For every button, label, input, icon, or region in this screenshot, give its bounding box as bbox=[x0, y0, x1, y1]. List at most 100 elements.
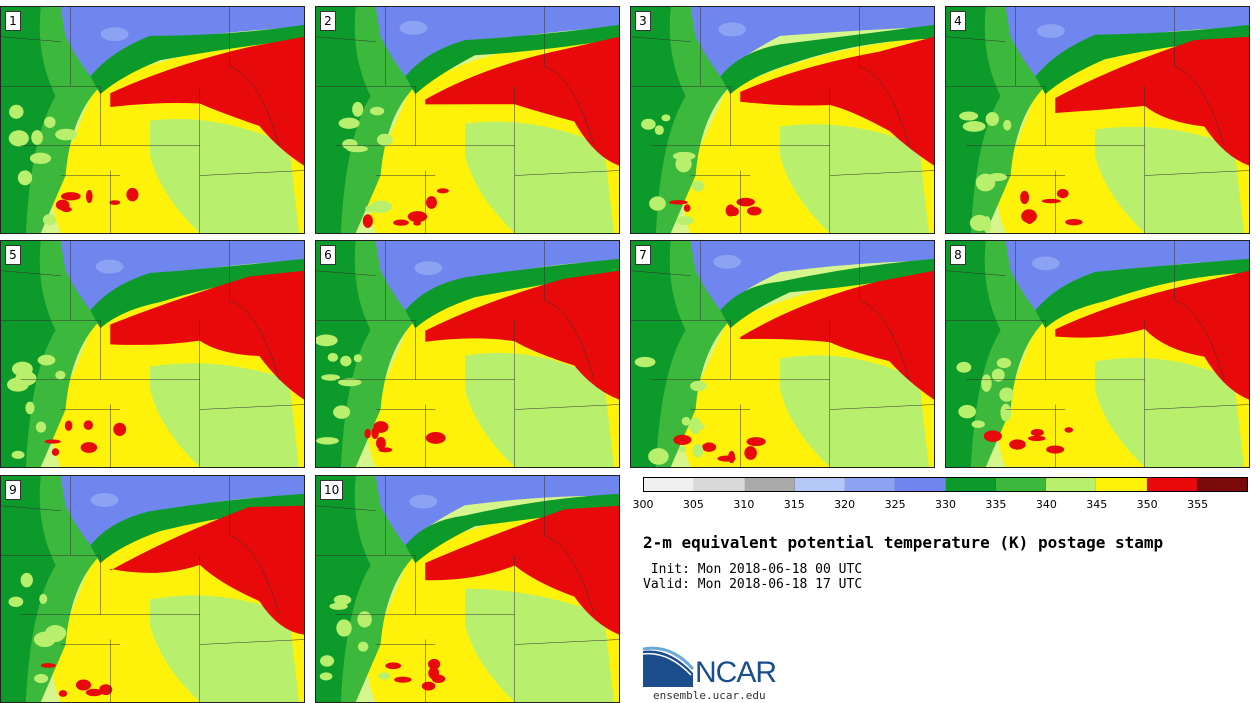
map-svg bbox=[946, 241, 1249, 467]
theta-e-340-blob bbox=[962, 121, 986, 132]
theta-e-350-blob bbox=[1009, 439, 1026, 450]
theta-e-350-blob bbox=[99, 684, 113, 696]
theta-e-350-blob bbox=[1041, 198, 1061, 204]
theta-e-325 bbox=[690, 241, 934, 311]
theta-e-340-blob bbox=[338, 117, 360, 129]
theta-e-340-blob bbox=[320, 655, 335, 667]
member-label: 7 bbox=[635, 245, 651, 265]
theta-e-325 bbox=[375, 241, 619, 311]
theta-e-350-blob bbox=[728, 206, 739, 217]
state-boundary bbox=[544, 476, 595, 615]
theta-e-340 bbox=[1095, 126, 1245, 233]
theta-e-340-blob bbox=[634, 356, 656, 368]
theta-e-350-blob bbox=[728, 450, 736, 464]
colorbar-swatch bbox=[1096, 478, 1147, 491]
theta-e-340-blob bbox=[672, 151, 696, 161]
state-boundary bbox=[229, 241, 280, 380]
ensemble-member-panel-7: 7 bbox=[630, 240, 935, 468]
colorbar-tick-label: 335 bbox=[985, 498, 1007, 511]
theta-e-350-blob bbox=[109, 200, 121, 205]
theta-e-340 bbox=[150, 119, 300, 233]
colorbar-swatch bbox=[1196, 478, 1247, 491]
theta-e-340 bbox=[780, 124, 930, 233]
theta-e-350-blob bbox=[83, 420, 93, 430]
theta-e-340-blob bbox=[991, 368, 1005, 382]
state-boundary bbox=[859, 7, 910, 146]
state-boundary bbox=[631, 36, 691, 42]
theta-e-350 bbox=[740, 36, 934, 166]
member-label: 4 bbox=[950, 11, 966, 31]
theta-e-340-blob bbox=[42, 214, 57, 226]
theta-e-340-blob bbox=[340, 355, 352, 367]
theta-e-350-blob bbox=[1021, 209, 1037, 224]
theta-e-340-blob bbox=[316, 437, 339, 445]
theta-e-340-blob bbox=[681, 416, 691, 426]
colorbar-tick-label: 325 bbox=[884, 498, 906, 511]
theta-e-340-blob bbox=[329, 602, 348, 610]
ncar-logo-text: NCAR bbox=[695, 656, 777, 689]
theta-e-325 bbox=[60, 476, 304, 546]
theta-e-340-blob bbox=[17, 170, 33, 186]
map-svg bbox=[631, 7, 934, 233]
theta-e-350-blob bbox=[51, 448, 60, 456]
colorbar-swatch bbox=[1046, 478, 1097, 491]
colorbar-swatch bbox=[694, 478, 745, 491]
figure-title: 2-m equivalent potential temperature (K)… bbox=[643, 533, 1164, 552]
theta-e-325 bbox=[60, 7, 304, 77]
theta-e-340-blob bbox=[676, 216, 695, 226]
state-boundary bbox=[199, 170, 304, 176]
member-label: 9 bbox=[5, 480, 21, 500]
theta-e-340-blob bbox=[357, 641, 369, 652]
theta-e-340-blob bbox=[31, 130, 43, 145]
map-svg bbox=[1, 241, 304, 467]
theta-e-330 bbox=[1, 241, 56, 467]
theta-e-340-blob bbox=[983, 216, 992, 233]
map-svg bbox=[946, 7, 1249, 233]
theta-e-340-blob bbox=[641, 118, 656, 130]
theta-e-340 bbox=[150, 363, 300, 467]
theta-e-350-blob bbox=[421, 681, 436, 691]
theta-e-340-blob bbox=[981, 374, 992, 392]
theta-e-340 bbox=[1095, 357, 1245, 467]
theta-e-330-band bbox=[90, 258, 304, 329]
theta-e-320-blob bbox=[100, 27, 129, 42]
theta-e-340-blob bbox=[956, 361, 972, 373]
theta-e-340 bbox=[465, 121, 615, 233]
theta-e-340-blob bbox=[11, 361, 33, 377]
theta-e-350-blob bbox=[673, 434, 692, 445]
theta-e-340-blob bbox=[9, 104, 24, 119]
theta-e-340-blob bbox=[690, 380, 707, 392]
colorbar-tick-label: 345 bbox=[1086, 498, 1108, 511]
member-label: 6 bbox=[320, 245, 336, 265]
theta-e-340-blob bbox=[8, 130, 29, 147]
theta-e-350-blob bbox=[683, 204, 691, 212]
theta-e-320-blob bbox=[713, 254, 742, 269]
theta-e-340-blob bbox=[654, 125, 664, 136]
theta-e-340-blob bbox=[55, 128, 78, 141]
theta-e-330 bbox=[1, 476, 56, 702]
ensemble-member-panel-9: 9 bbox=[0, 475, 305, 703]
theta-e-340-blob bbox=[25, 401, 35, 415]
theta-e-340-blob bbox=[316, 334, 338, 347]
ncar-logo: NCAR bbox=[642, 645, 803, 690]
theta-e-350-blob bbox=[58, 690, 68, 697]
theta-e-340-blob bbox=[39, 593, 48, 604]
theta-e-350-blob bbox=[669, 200, 688, 205]
ensemble-url: ensemble.ucar.edu bbox=[653, 689, 766, 702]
theta-e-330 bbox=[631, 7, 686, 233]
theta-e-325 bbox=[375, 7, 619, 77]
theta-e-330 bbox=[631, 241, 686, 467]
theta-e-340-blob bbox=[342, 138, 358, 150]
state-boundary bbox=[1, 36, 61, 42]
state-boundary bbox=[229, 7, 280, 146]
ensemble-member-panel-2: 2 bbox=[315, 6, 620, 234]
colorbar-tick-label: 320 bbox=[834, 498, 856, 511]
colorbar-swatch bbox=[644, 478, 695, 491]
theta-e-350-blob bbox=[431, 674, 446, 684]
theta-e-350-blob bbox=[746, 437, 766, 447]
state-boundary bbox=[1144, 404, 1249, 410]
theta-e-350-blob bbox=[371, 426, 379, 440]
state-boundary bbox=[829, 170, 934, 176]
theta-e-320-blob bbox=[414, 261, 443, 276]
colorbar-swatch bbox=[1146, 478, 1197, 491]
